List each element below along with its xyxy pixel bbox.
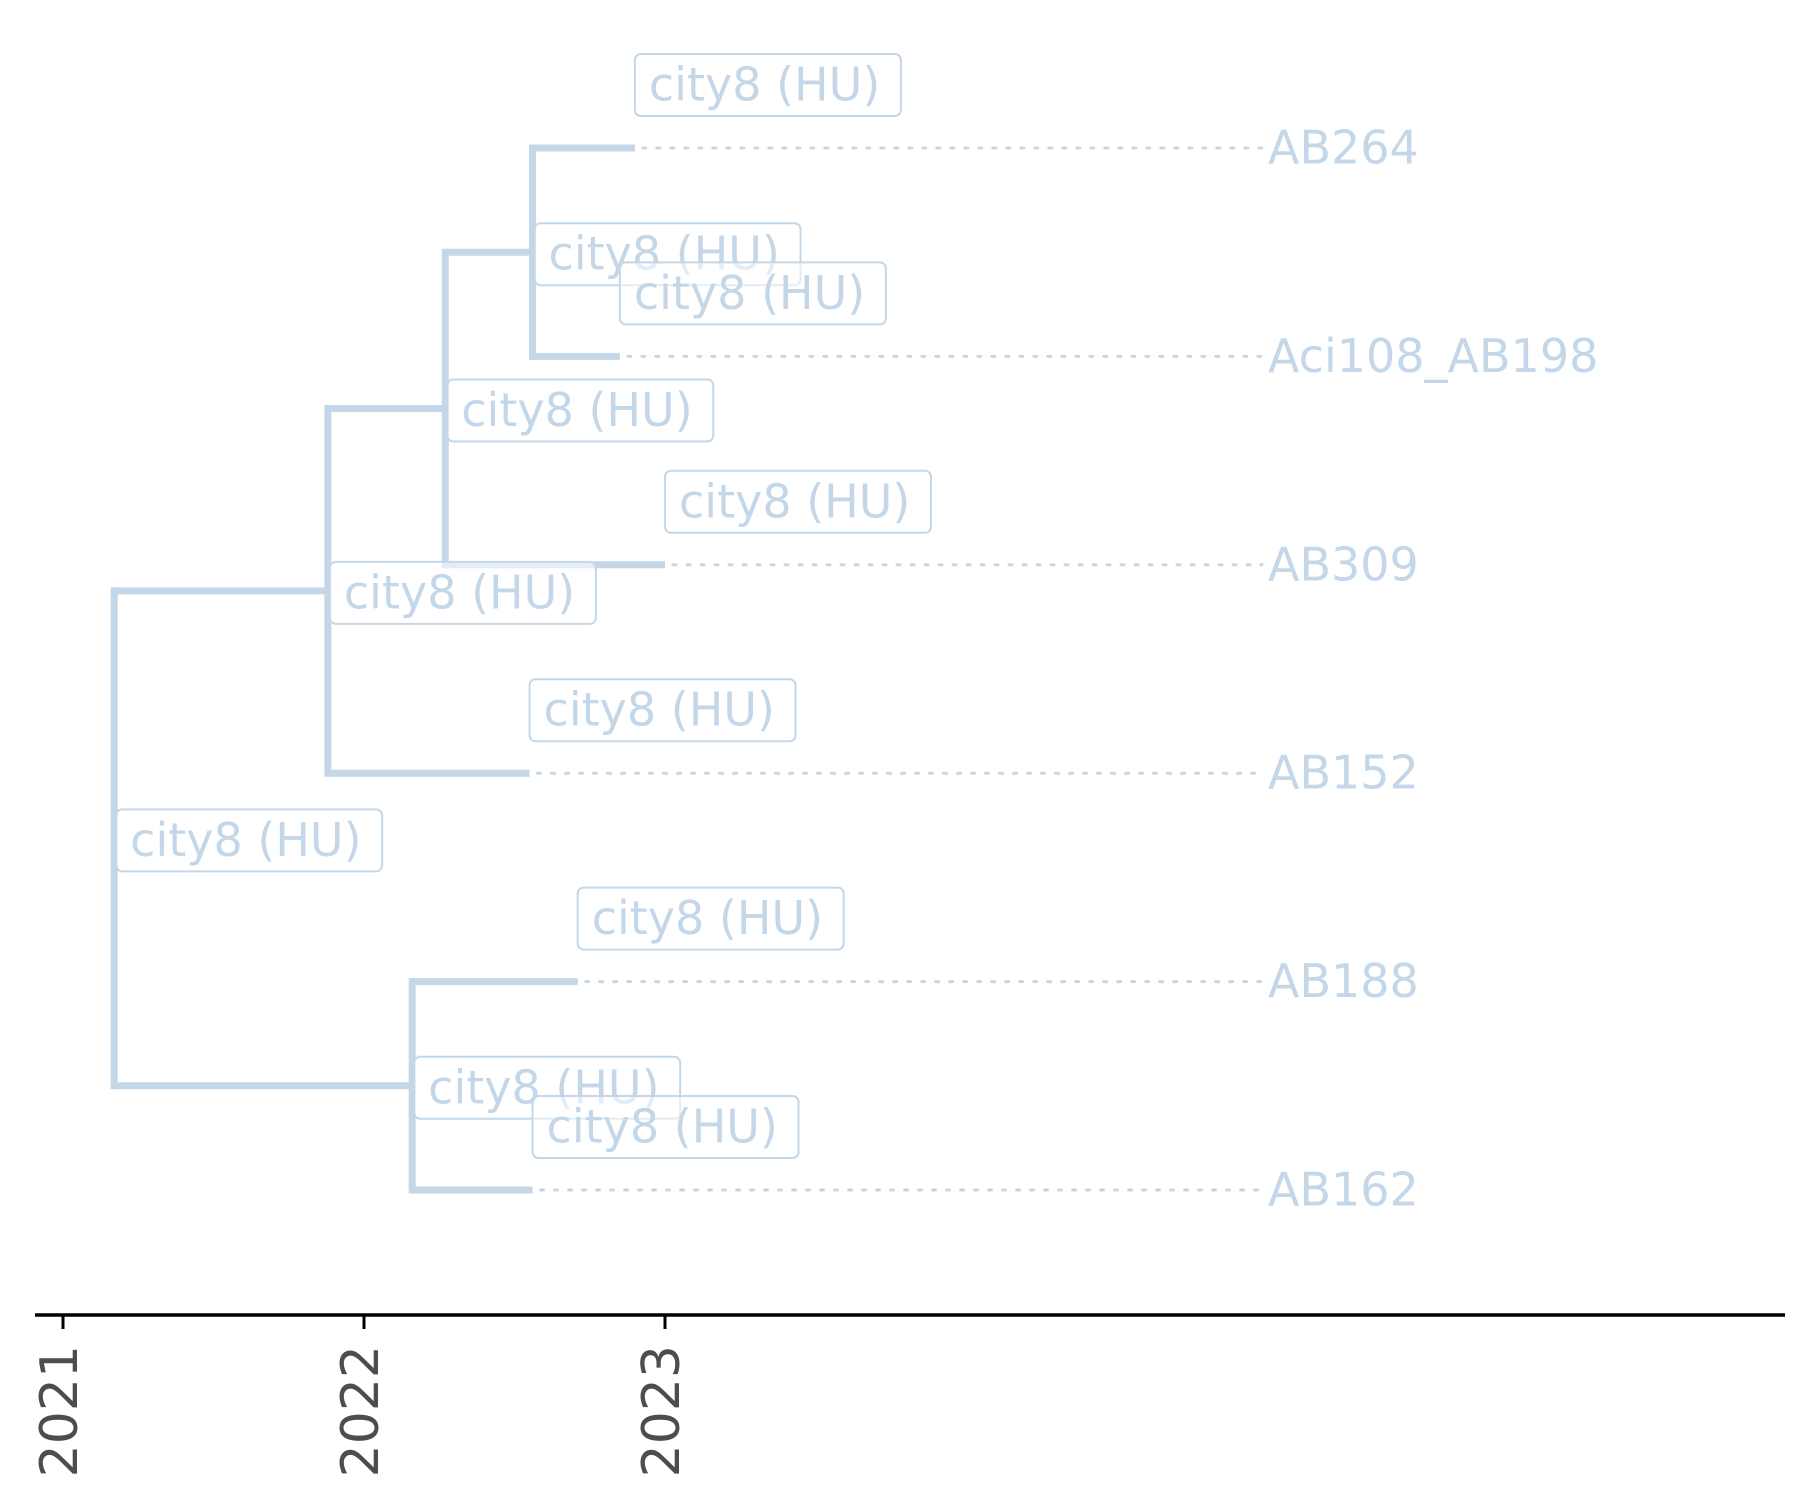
leader-lines bbox=[536, 146, 1264, 1192]
node-annotation-text: city8 (HU) bbox=[547, 1100, 778, 1154]
node-annotation-text: city8 (HU) bbox=[544, 683, 775, 737]
node-annotation: city8 (HU) bbox=[115, 808, 384, 873]
node-annotation-text: city8 (HU) bbox=[130, 813, 361, 867]
tip-label-AB152: AB152 bbox=[1268, 746, 1419, 800]
node-annotation: city8 (HU) bbox=[533, 222, 802, 287]
tip-label-AB309: AB309 bbox=[1268, 537, 1419, 591]
node-annotation-text: city8 (HU) bbox=[344, 565, 575, 619]
node-annotation-text: city8 (HU) bbox=[592, 891, 823, 945]
tip-label-AB188: AB188 bbox=[1268, 954, 1419, 1008]
tip-labels: AB264 Aci108_AB198 AB309 AB152 AB188 AB162 bbox=[1268, 121, 1598, 1217]
node-annotation-text: city8 (HU) bbox=[679, 474, 910, 528]
node-annotation: city8 (HU) bbox=[328, 560, 597, 625]
node-annotation-box bbox=[528, 678, 797, 743]
node-annotation: city8 (HU) bbox=[618, 261, 887, 326]
node-annotation: city8 (HU) bbox=[446, 378, 715, 443]
x-axis-tick-label-2021: 2021 bbox=[30, 1345, 90, 1477]
x-axis-tick-label-2023: 2023 bbox=[632, 1345, 692, 1477]
node-annotation-box bbox=[531, 1095, 800, 1159]
node-annotations: city8 (HU)city8 (HU)city8 (HU)city8 (HU)… bbox=[115, 53, 932, 1159]
node-annotation-box bbox=[576, 886, 845, 951]
node-annotation: city8 (HU) bbox=[664, 469, 932, 534]
tip-label-AB162: AB162 bbox=[1268, 1163, 1419, 1217]
node-annotation: city8 (HU) bbox=[633, 53, 902, 117]
node-annotation-text: city8 (HU) bbox=[634, 266, 865, 320]
node-annotation-text: city8 (HU) bbox=[461, 383, 692, 437]
node-annotation: city8 (HU) bbox=[531, 1095, 800, 1159]
node-annotation-text: city8 (HU) bbox=[649, 58, 880, 112]
node-annotation-box bbox=[115, 808, 384, 873]
time-axis: 2021 2022 2023 bbox=[30, 1313, 1785, 1477]
node-annotation-box bbox=[446, 378, 715, 443]
x-axis-tick-label-2022: 2022 bbox=[331, 1345, 391, 1477]
tip-label-AB264: AB264 bbox=[1268, 121, 1419, 175]
node-annotation: city8 (HU) bbox=[528, 678, 797, 743]
node-annotation-box bbox=[328, 560, 597, 625]
tree-branches bbox=[110, 144, 665, 1194]
node-annotation-box bbox=[664, 469, 932, 534]
tip-label-AB198: Aci108_AB198 bbox=[1268, 329, 1598, 383]
node-annotation: city8 (HU) bbox=[576, 886, 845, 951]
node-annotation-box bbox=[633, 53, 902, 117]
node-annotation-box bbox=[618, 261, 887, 326]
